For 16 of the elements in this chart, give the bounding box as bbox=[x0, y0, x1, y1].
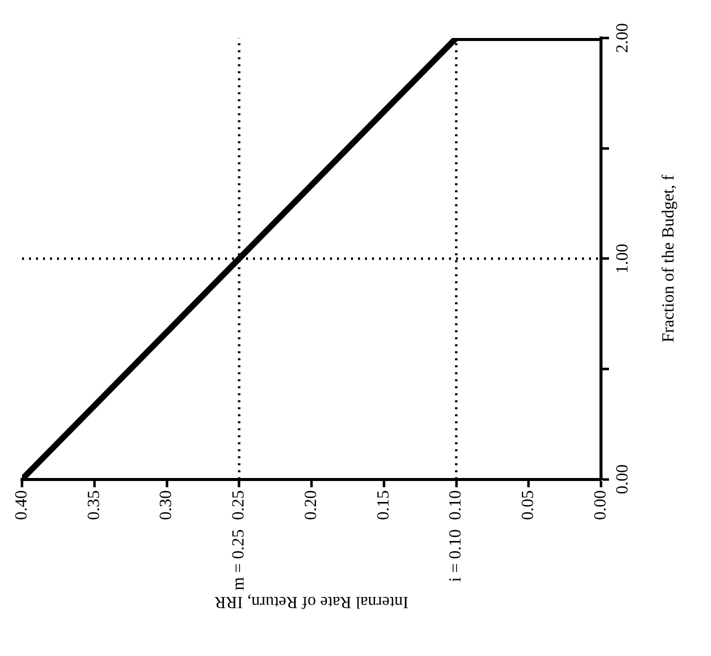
x-axis-title: Internal Rate of Return, IRR bbox=[214, 592, 409, 612]
x-tick-label: 0.35 bbox=[84, 490, 103, 520]
y-axis-title: Fraction of the Budget, f bbox=[658, 174, 678, 342]
x-tick-label: 0.15 bbox=[373, 490, 392, 520]
x-tick-label: 0.10 bbox=[446, 490, 465, 520]
y-tick-label: 2.00 bbox=[612, 23, 632, 53]
ref-line-label: m = 0.25 bbox=[228, 529, 248, 590]
x-tick-label: 0.05 bbox=[518, 490, 538, 520]
x-tick-label: 0.25 bbox=[228, 490, 248, 520]
x-tick-label: 0.40 bbox=[11, 490, 30, 520]
x-tick-label: 0.20 bbox=[300, 490, 320, 520]
y-tick-label: 0.00 bbox=[612, 464, 632, 494]
y-tick-label: 1.00 bbox=[612, 244, 632, 274]
x-tick-label: 0.30 bbox=[156, 490, 176, 520]
x-tick-label: 0.00 bbox=[590, 490, 610, 520]
ref-line-label: i = 0.10 bbox=[446, 529, 465, 582]
